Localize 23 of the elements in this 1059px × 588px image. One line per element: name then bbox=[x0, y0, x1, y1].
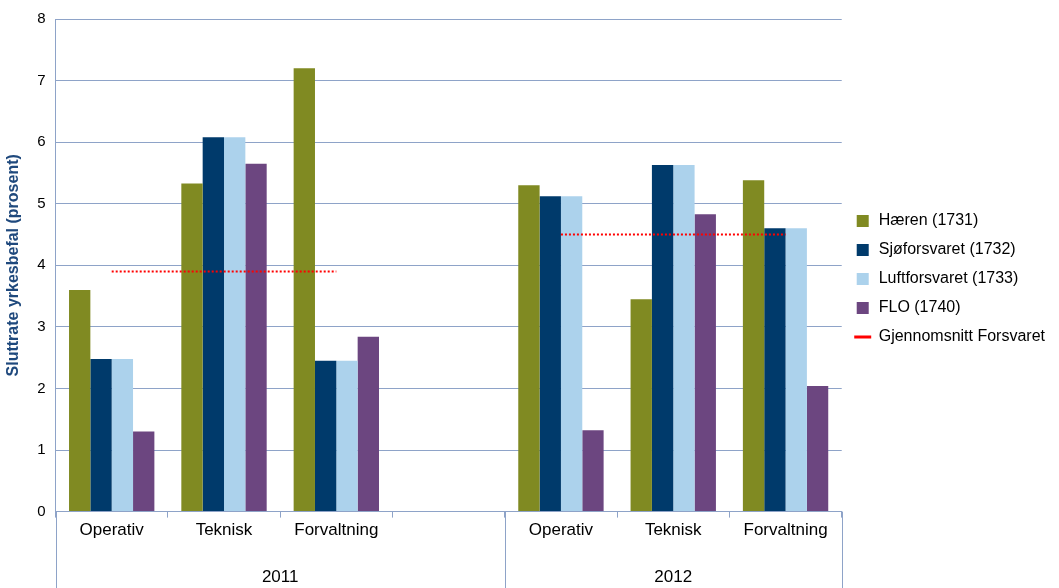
x-tick-label: Forvaltning bbox=[743, 520, 828, 540]
text: 2011 bbox=[261, 567, 299, 587]
legend-label: FLO (1740) bbox=[878, 298, 961, 316]
y-axis-title: Sluttrate yrkesbefal (prosent) bbox=[4, 154, 22, 377]
legend-label: Sjøforsvaret (1732) bbox=[878, 240, 1016, 258]
x-tick-label: Teknisk bbox=[195, 520, 253, 540]
y-tick-label: 4 bbox=[37, 255, 46, 273]
x-tick-label: Operativ bbox=[528, 520, 594, 540]
y-tick-label: 8 bbox=[37, 9, 46, 27]
y-tick-label: 6 bbox=[37, 132, 46, 150]
y-tick-label: 1 bbox=[37, 440, 46, 458]
legend-label: Luftforsvaret (1733) bbox=[878, 269, 1019, 287]
x-tick-label: Operativ bbox=[79, 520, 145, 540]
legend-label: Gjennomsnitt Forsvaret bbox=[878, 327, 1046, 345]
text: 2012 bbox=[654, 567, 693, 587]
y-tick-label: 0 bbox=[37, 501, 46, 519]
y-tick-label: 7 bbox=[37, 70, 46, 88]
x-tick-label: Forvaltning bbox=[294, 520, 379, 540]
legend-label: Hæren (1731) bbox=[878, 211, 979, 229]
y-tick-label: 3 bbox=[37, 317, 46, 335]
y-tick-label: 5 bbox=[37, 193, 46, 211]
x-tick-label: Teknisk bbox=[644, 520, 703, 540]
y-tick-label: 2 bbox=[37, 378, 46, 396]
